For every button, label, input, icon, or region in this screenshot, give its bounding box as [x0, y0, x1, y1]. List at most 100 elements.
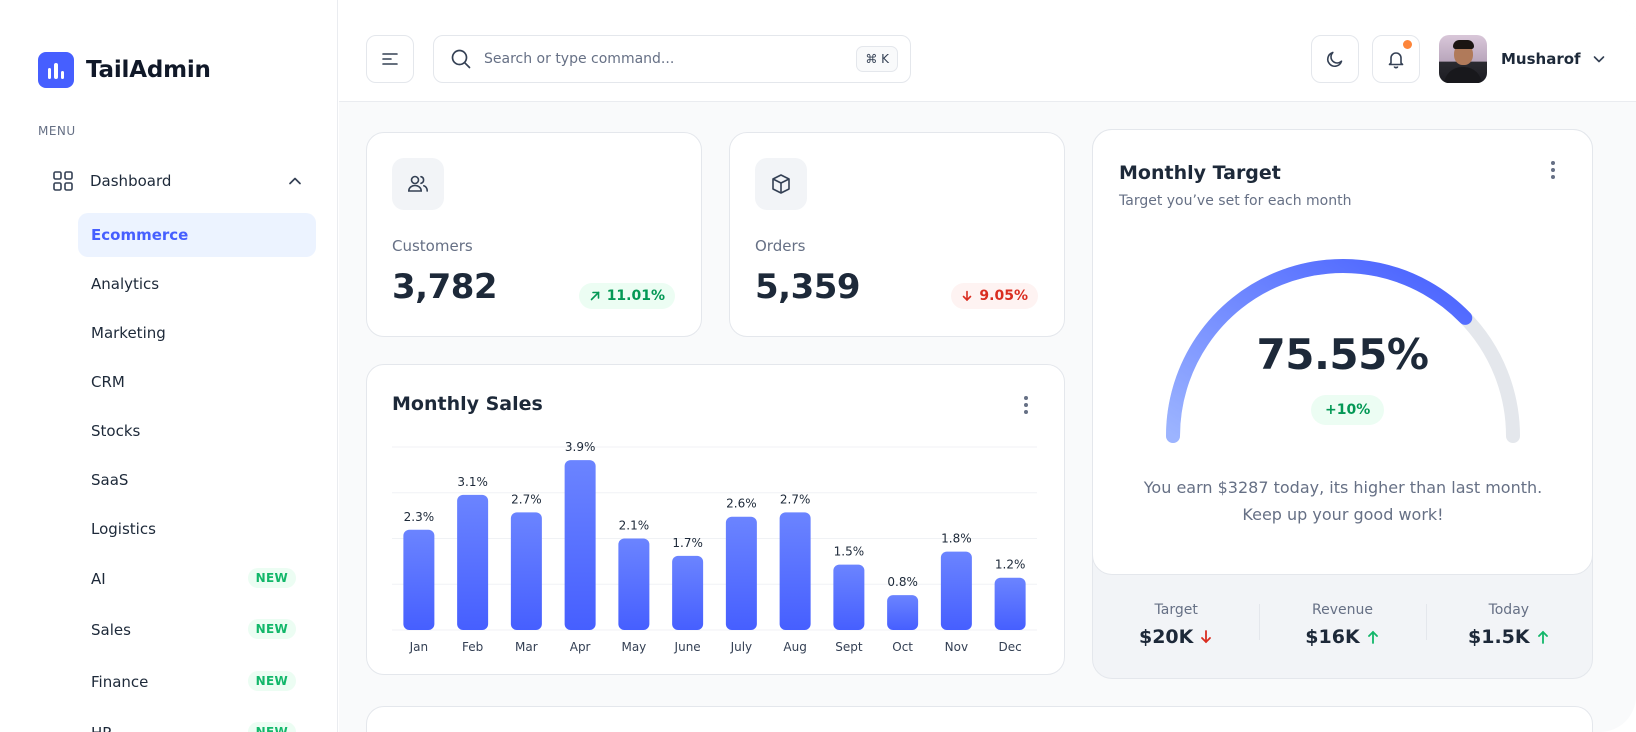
- sidebar-item-label: Logistics: [91, 520, 156, 538]
- x-tick-label: Sept: [835, 640, 863, 654]
- data-label: 0.8%: [887, 575, 918, 589]
- bar-sept[interactable]: [833, 564, 865, 630]
- x-tick-label: Nov: [945, 640, 968, 654]
- monthly-target-title: Monthly Target: [1119, 162, 1281, 184]
- stat-target: Target $20K: [1093, 576, 1259, 680]
- x-tick-label: June: [674, 640, 701, 654]
- sidebar-item-label: Sales: [91, 621, 131, 639]
- target-change-badge: +10%: [1311, 395, 1385, 425]
- monthly-sales-chart: 2.3% Jan 3.1% Feb 2.7% Mar 3.9% Apr 2.1% May 1.7% J…: [392, 440, 1037, 654]
- search-input[interactable]: [484, 51, 844, 67]
- brand[interactable]: TailAdmin: [38, 52, 211, 88]
- arrow-up-icon: [1537, 630, 1548, 644]
- monthly-target-panel: Monthly Target Target you’ve set for eac…: [1092, 129, 1593, 575]
- data-label: 3.1%: [457, 475, 488, 489]
- target-gauge: [1166, 259, 1520, 443]
- bar-jan[interactable]: [403, 529, 435, 630]
- avatar: [1439, 35, 1487, 83]
- data-label: 2.1%: [619, 519, 650, 533]
- sidebar-item-analytics[interactable]: Analytics: [78, 262, 316, 306]
- sidebar-item-stocks[interactable]: Stocks: [78, 409, 316, 453]
- customers-card: Customers 3,782 11.01%: [366, 132, 702, 337]
- orders-value: 5,359: [755, 267, 861, 307]
- orders-change-badge: 9.05%: [951, 283, 1038, 309]
- bar-dec[interactable]: [994, 577, 1026, 630]
- user-menu[interactable]: Musharof: [1439, 35, 1607, 83]
- sidebar-item-crm[interactable]: CRM: [78, 360, 316, 404]
- sidebar-item-label: Stocks: [91, 422, 141, 440]
- arrow-up-right-icon: [590, 291, 599, 301]
- search-icon: [451, 49, 471, 69]
- bar-june[interactable]: [672, 555, 704, 630]
- target-message-line1: You earn $3287 today, its higher than la…: [1143, 478, 1543, 497]
- dark-mode-toggle-button[interactable]: [1311, 35, 1359, 83]
- user-name: Musharof: [1501, 50, 1581, 68]
- notification-dot: [1403, 40, 1412, 49]
- x-tick-label: Dec: [999, 640, 1022, 654]
- bell-icon: [1388, 52, 1404, 69]
- data-label: 1.7%: [672, 536, 703, 550]
- data-label: 2.6%: [726, 497, 757, 511]
- stat-today: Today $1.5K: [1425, 576, 1592, 680]
- x-tick-label: Feb: [462, 640, 483, 654]
- sidebar-item-label: CRM: [91, 373, 125, 391]
- menu-icon: [382, 53, 398, 65]
- bar-aug[interactable]: [779, 512, 811, 630]
- chevron-up-icon[interactable]: [286, 172, 304, 190]
- more-options-icon[interactable]: [1016, 393, 1036, 417]
- target-message: You earn $3287 today, its higher than la…: [1133, 474, 1553, 528]
- arrow-down-icon: [963, 290, 972, 302]
- tailadmin-logo-icon: [38, 52, 74, 88]
- sidebar: TailAdmin MENU Dashboard Ecommerce Analy…: [0, 0, 338, 732]
- box-icon: [755, 158, 807, 210]
- topbar: ⌘ K Musharof: [339, 0, 1636, 102]
- sidebar-item-ai[interactable]: AI NEW: [78, 557, 316, 601]
- data-label: 2.7%: [511, 492, 542, 506]
- bar-july[interactable]: [725, 516, 757, 630]
- stat-label: Target: [1154, 602, 1198, 618]
- bar-mar[interactable]: [510, 512, 542, 630]
- sidebar-item-logistics[interactable]: Logistics: [78, 507, 316, 551]
- sidebar-item-dashboard-label: Dashboard: [90, 172, 172, 190]
- notifications-button[interactable]: [1372, 35, 1420, 83]
- sidebar-item-ecommerce[interactable]: Ecommerce: [78, 213, 316, 257]
- sidebar-item-label: Finance: [91, 673, 149, 691]
- sidebar-item-label: Ecommerce: [91, 226, 189, 244]
- sidebar-item-dashboard[interactable]: Dashboard: [52, 166, 304, 196]
- orders-card: Orders 5,359 9.05%: [729, 132, 1065, 337]
- x-tick-label: May: [621, 640, 646, 654]
- new-badge: NEW: [247, 619, 296, 639]
- monthly-target-subtitle: Target you’ve set for each month: [1119, 193, 1352, 209]
- x-tick-label: Aug: [783, 640, 806, 654]
- more-options-icon[interactable]: [1543, 158, 1563, 182]
- x-tick-label: Apr: [570, 640, 591, 654]
- stat-value: $1.5K: [1468, 626, 1530, 648]
- sidebar-toggle-button[interactable]: [366, 35, 414, 83]
- stat-label: Today: [1488, 602, 1530, 618]
- bar-oct[interactable]: [887, 595, 919, 630]
- grid-icon: [53, 171, 73, 191]
- sidebar-item-sales[interactable]: Sales NEW: [78, 608, 316, 652]
- stat-value: $16K: [1305, 626, 1360, 648]
- next-card: [366, 706, 1593, 732]
- sidebar-item-saas[interactable]: SaaS: [78, 458, 316, 502]
- orders-label: Orders: [755, 237, 806, 255]
- sidebar-item-finance[interactable]: Finance NEW: [78, 660, 316, 704]
- bar-nov[interactable]: [940, 551, 972, 630]
- new-badge: NEW: [247, 722, 296, 732]
- sidebar-item-label: AI: [91, 570, 106, 588]
- data-label: 2.7%: [780, 492, 811, 506]
- bar-feb[interactable]: [457, 494, 489, 630]
- sidebar-item-label: Marketing: [91, 324, 166, 342]
- sidebar-item-hr[interactable]: HR NEW: [78, 711, 316, 732]
- x-tick-label: July: [730, 640, 753, 654]
- sidebar-item-marketing[interactable]: Marketing: [78, 311, 316, 355]
- customers-change-value: 11.01%: [606, 288, 665, 304]
- stat-revenue: Revenue $16K: [1259, 576, 1425, 680]
- x-tick-label: Oct: [892, 640, 913, 654]
- customers-label: Customers: [392, 237, 473, 255]
- bar-apr[interactable]: [564, 460, 596, 630]
- bar-may[interactable]: [618, 538, 650, 631]
- monthly-sales-title: Monthly Sales: [392, 393, 543, 415]
